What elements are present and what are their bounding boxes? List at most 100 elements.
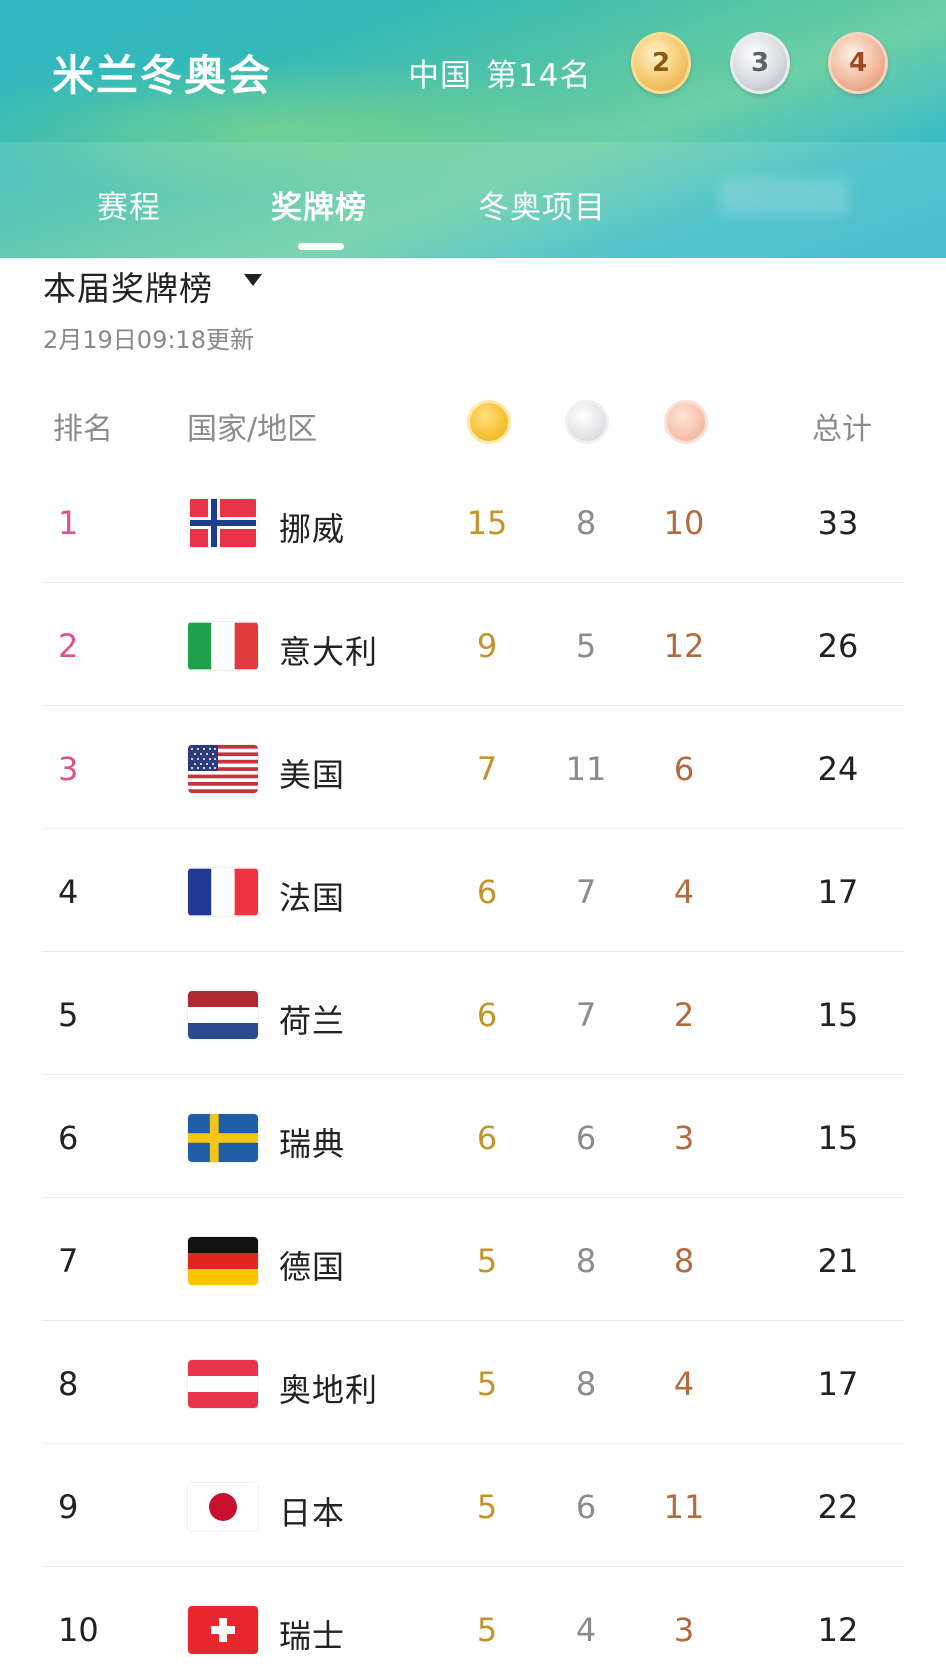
total-count: 22 bbox=[817, 1488, 859, 1526]
table-row[interactable]: 3 美国 7 11 bbox=[42, 706, 904, 829]
table-row[interactable]: 7 德国 5 8 8 21 bbox=[42, 1198, 904, 1321]
silver-count: 4 bbox=[575, 1611, 597, 1649]
tab-medal-table[interactable]: 奖牌榜 bbox=[271, 190, 367, 226]
header-banner: 米兰冬奥会 中国 第14名 2 3 4 赛程 奖牌榜 冬奥项目 bbox=[0, 0, 946, 258]
rank-cell: 6 bbox=[58, 1119, 79, 1157]
bronze-count: 8 bbox=[673, 1242, 695, 1280]
rank-cell: 2 bbox=[58, 627, 79, 665]
country-name: 美国 bbox=[279, 756, 346, 794]
usa-flag-icon bbox=[188, 745, 258, 793]
table-row[interactable]: 8 奥地利 5 8 4 17 bbox=[42, 1321, 904, 1444]
active-tab-indicator bbox=[298, 243, 344, 250]
gold-count: 5 bbox=[476, 1365, 498, 1403]
country-name: 法国 bbox=[279, 879, 346, 917]
tab-schedule[interactable]: 赛程 bbox=[97, 190, 161, 226]
country-name: 瑞士 bbox=[279, 1617, 346, 1655]
total-count: 26 bbox=[817, 627, 859, 665]
caret-down-icon[interactable] bbox=[244, 274, 262, 286]
italy-flag-icon bbox=[188, 622, 258, 670]
netherlands-flag-icon bbox=[188, 991, 258, 1039]
bronze-count: 12 bbox=[663, 627, 705, 665]
bronze-medal-icon bbox=[664, 400, 708, 444]
bronze-count: 6 bbox=[673, 750, 695, 788]
total-count: 12 bbox=[817, 1611, 859, 1649]
china-label: 中国 bbox=[408, 58, 472, 94]
gold-medal-icon bbox=[467, 400, 511, 444]
update-timestamp: 2月19日09:18更新 bbox=[43, 326, 254, 354]
china-gold-medal-icon: 2 bbox=[631, 32, 691, 94]
silver-count: 6 bbox=[575, 1488, 597, 1526]
column-header-country: 国家/地区 bbox=[187, 412, 318, 447]
gold-count: 15 bbox=[466, 504, 508, 542]
column-header-total: 总计 bbox=[812, 412, 872, 447]
table-row[interactable]: 6 瑞典 6 6 3 15 bbox=[42, 1075, 904, 1198]
bronze-count: 3 bbox=[673, 1119, 695, 1157]
gold-count: 5 bbox=[476, 1242, 498, 1280]
rank-cell: 4 bbox=[58, 873, 79, 911]
header-top: 米兰冬奥会 中国 第14名 2 3 4 bbox=[0, 0, 946, 142]
tab-blurred[interactable] bbox=[720, 178, 850, 216]
bronze-count: 4 bbox=[673, 1365, 695, 1403]
silver-count: 5 bbox=[575, 627, 597, 665]
country-name: 日本 bbox=[279, 1494, 346, 1532]
silver-count: 11 bbox=[565, 750, 607, 788]
app-title: 米兰冬奥会 bbox=[52, 51, 273, 100]
medal-table-dropdown[interactable]: 本届奖牌榜 bbox=[43, 269, 213, 308]
medal-table: 1 挪威 15 8 10 33 2 意大利 9 5 12 26 3 bbox=[42, 460, 904, 1679]
table-row[interactable]: 4 法国 6 7 4 17 bbox=[42, 829, 904, 952]
table-row[interactable]: 1 挪威 15 8 10 33 bbox=[42, 460, 904, 583]
country-name: 荷兰 bbox=[279, 1002, 346, 1040]
country-name: 意大利 bbox=[279, 633, 379, 671]
gold-count: 6 bbox=[476, 996, 498, 1034]
switzerland-flag-icon bbox=[188, 1606, 258, 1654]
total-count: 15 bbox=[817, 996, 859, 1034]
bronze-count: 10 bbox=[663, 504, 705, 542]
silver-count: 8 bbox=[575, 1242, 597, 1280]
china-silver-medal-icon: 3 bbox=[730, 32, 790, 94]
total-count: 15 bbox=[817, 1119, 859, 1157]
gold-count: 6 bbox=[476, 873, 498, 911]
silver-count: 8 bbox=[575, 504, 597, 542]
germany-flag-icon bbox=[188, 1237, 258, 1285]
table-row[interactable]: 10 瑞士 5 4 3 12 bbox=[42, 1567, 904, 1679]
total-count: 33 bbox=[817, 504, 859, 542]
rank-cell: 9 bbox=[58, 1488, 79, 1526]
country-name: 德国 bbox=[279, 1248, 346, 1286]
tab-winter-events[interactable]: 冬奥项目 bbox=[478, 190, 606, 226]
table-row[interactable]: 5 荷兰 6 7 2 15 bbox=[42, 952, 904, 1075]
table-row[interactable]: 2 意大利 9 5 12 26 bbox=[42, 583, 904, 706]
rank-cell: 7 bbox=[58, 1242, 79, 1280]
rank-cell: 10 bbox=[58, 1611, 99, 1649]
china-bronze-medal-icon: 4 bbox=[828, 32, 888, 94]
bronze-count: 11 bbox=[663, 1488, 705, 1526]
silver-count: 8 bbox=[575, 1365, 597, 1403]
gold-count: 5 bbox=[476, 1488, 498, 1526]
norway-flag-icon bbox=[188, 499, 258, 547]
country-name: 奥地利 bbox=[279, 1371, 379, 1409]
sweden-flag-icon bbox=[188, 1114, 258, 1162]
total-count: 17 bbox=[817, 873, 859, 911]
country-name: 瑞典 bbox=[279, 1125, 346, 1163]
tab-bar: 赛程 奖牌榜 冬奥项目 bbox=[0, 142, 946, 258]
total-count: 24 bbox=[817, 750, 859, 788]
silver-count: 6 bbox=[575, 1119, 597, 1157]
bronze-count: 3 bbox=[673, 1611, 695, 1649]
gold-count: 7 bbox=[476, 750, 498, 788]
column-header-rank: 排名 bbox=[53, 412, 113, 447]
table-row[interactable]: 9 日本 5 6 11 22 bbox=[42, 1444, 904, 1567]
austria-flag-icon bbox=[188, 1360, 258, 1408]
bronze-count: 4 bbox=[673, 873, 695, 911]
total-count: 21 bbox=[817, 1242, 859, 1280]
rank-cell: 3 bbox=[58, 750, 79, 788]
china-rank-summary[interactable]: 中国 第14名 bbox=[408, 50, 605, 95]
rank-cell: 8 bbox=[58, 1365, 79, 1403]
gold-count: 6 bbox=[476, 1119, 498, 1157]
rank-cell: 1 bbox=[58, 504, 79, 542]
china-rank: 第14名 bbox=[486, 58, 592, 94]
silver-count: 7 bbox=[575, 873, 597, 911]
total-count: 17 bbox=[817, 1365, 859, 1403]
country-name: 挪威 bbox=[279, 510, 346, 548]
bronze-count: 2 bbox=[673, 996, 695, 1034]
japan-flag-icon bbox=[188, 1483, 258, 1531]
rank-cell: 5 bbox=[58, 996, 79, 1034]
